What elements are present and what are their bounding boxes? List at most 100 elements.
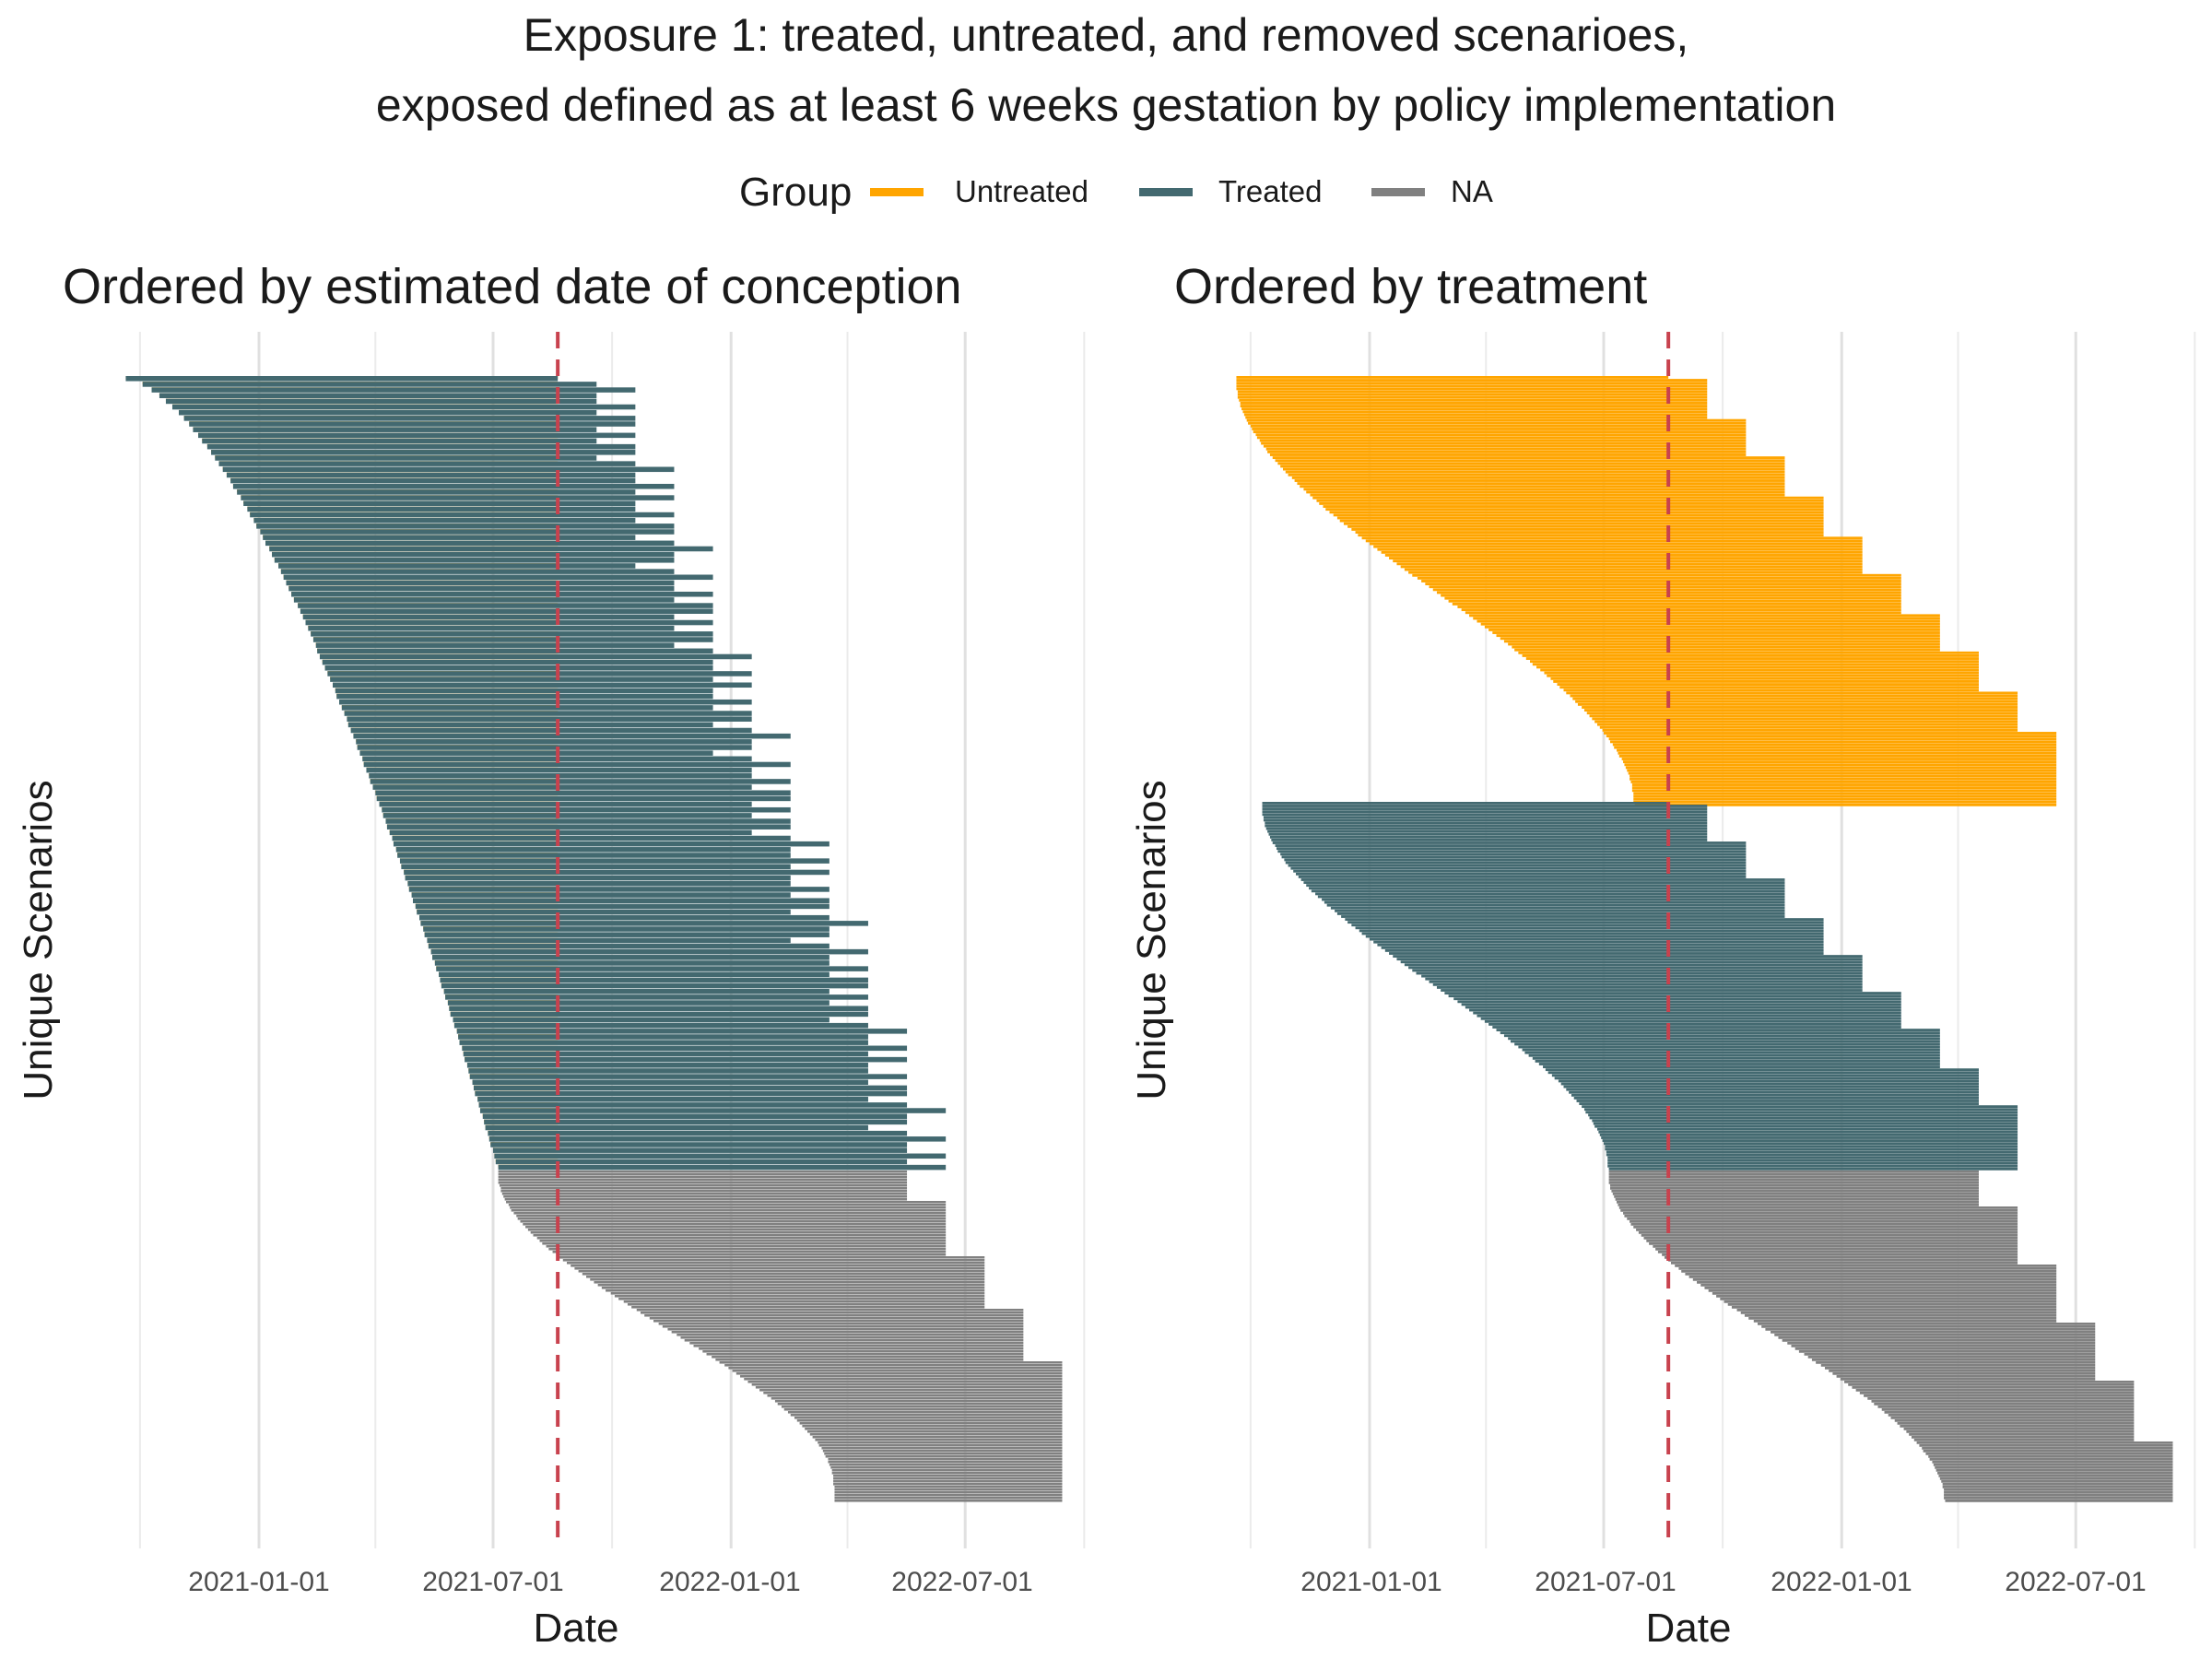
bar-untreated: [1572, 697, 2018, 700]
bar-na: [755, 1386, 1063, 1389]
bar-na: [1627, 1218, 2018, 1220]
bar-treated: [1573, 1097, 1979, 1100]
bar-untreated: [1237, 395, 1708, 399]
bar-na: [1929, 1458, 2173, 1461]
bar-treated: [1500, 1031, 1940, 1035]
bar-treated: [441, 982, 868, 989]
bar-treated: [327, 671, 752, 677]
bar-treated: [265, 540, 675, 547]
bar-treated: [1324, 900, 1785, 904]
bar-na: [498, 1171, 908, 1173]
bar-untreated: [1536, 665, 1979, 669]
bar-na: [1641, 1234, 2018, 1237]
bar-treated: [357, 745, 752, 750]
bar-treated: [484, 1119, 908, 1125]
bar-na: [1864, 1394, 2135, 1397]
bar-na: [1871, 1400, 2135, 1403]
bar-treated: [1265, 824, 1708, 828]
bar-treated: [256, 524, 675, 529]
bar-untreated: [1373, 545, 1863, 548]
legend-label-na: NA: [1451, 174, 1493, 208]
bar-treated: [1563, 1085, 1979, 1088]
bar-treated: [350, 727, 752, 734]
bar-untreated: [1239, 398, 1708, 402]
bar-untreated: [1242, 410, 1708, 414]
bar-na: [1894, 1419, 2135, 1422]
bar-treated: [1317, 895, 1785, 899]
bar-treated: [211, 450, 636, 455]
bar-na: [831, 1469, 1063, 1472]
bar-treated: [458, 1034, 868, 1040]
bar-na: [825, 1455, 1063, 1458]
bar-untreated: [1503, 640, 1940, 643]
bar-na: [1678, 1267, 2057, 1270]
bar-treated: [250, 512, 675, 518]
bar-untreated: [1306, 490, 1785, 494]
bar-untreated: [1272, 456, 1785, 460]
bar-na: [1638, 1231, 2018, 1234]
bar-na: [498, 1179, 908, 1182]
bar-na: [1794, 1347, 2096, 1350]
bar-na: [1633, 1226, 2018, 1229]
bar-untreated: [1592, 717, 2018, 721]
bar-treated: [382, 813, 752, 818]
bar-na: [1623, 1212, 2018, 1215]
bar-na: [724, 1364, 1063, 1367]
bar-treated: [241, 495, 675, 500]
bar-treated: [447, 1000, 830, 1006]
bar-na: [777, 1403, 1063, 1406]
bar-na: [649, 1317, 1024, 1320]
bar-untreated: [1540, 668, 1979, 672]
bar-untreated: [1417, 576, 1901, 580]
bar-na: [802, 1425, 1063, 1428]
bar-untreated: [1312, 496, 1824, 500]
bar-treated: [1503, 1034, 1940, 1038]
bar-na: [821, 1447, 1063, 1450]
bar-treated: [1265, 821, 1708, 825]
bar-na: [523, 1223, 947, 1226]
bar-untreated: [1628, 771, 2057, 775]
bar-treated: [1293, 869, 1747, 873]
left-panel-title: Ordered by estimated date of conception: [63, 259, 962, 314]
bar-na: [500, 1184, 908, 1187]
bar-untreated: [1469, 614, 1940, 618]
bar-na: [1643, 1237, 2018, 1240]
bar-na: [1748, 1317, 2057, 1320]
bar-na: [751, 1383, 1063, 1386]
bar-treated: [222, 466, 675, 473]
bar-treated: [1607, 1164, 2018, 1168]
bar-na: [815, 1439, 1063, 1441]
bar-treated: [1326, 903, 1785, 907]
bar-untreated: [1606, 735, 2057, 738]
bar-untreated: [1365, 539, 1863, 543]
legend-title: Group: [739, 170, 853, 215]
bar-na: [1942, 1483, 2173, 1486]
bar-treated: [1605, 1145, 2018, 1148]
bar-untreated: [1522, 653, 1979, 657]
bar-na: [1791, 1345, 2096, 1347]
bar-treated: [206, 443, 636, 450]
bar-untreated: [1297, 482, 1785, 486]
bar-untreated: [1575, 700, 2018, 703]
bar-treated: [1381, 946, 1824, 949]
bar-na: [1744, 1314, 2057, 1317]
bar-na: [530, 1231, 947, 1234]
bar-na: [1928, 1455, 2173, 1458]
bar-treated: [1359, 929, 1824, 933]
bar-untreated: [1563, 688, 1979, 692]
bar-treated: [401, 864, 791, 870]
bar-treated: [344, 711, 752, 716]
bar-untreated: [1243, 413, 1708, 417]
bar-untreated: [1384, 554, 1863, 557]
bar-na: [1720, 1298, 2057, 1300]
bar-na: [833, 1477, 1063, 1480]
bar-untreated: [1288, 473, 1785, 477]
bar-treated: [269, 546, 713, 552]
bar-treated: [436, 966, 868, 971]
bar-na: [1727, 1303, 2057, 1306]
bar-treated: [408, 887, 830, 892]
bar-treated: [485, 1124, 868, 1131]
bar-na: [747, 1381, 1063, 1383]
bar-treated: [1606, 1150, 2018, 1154]
bar-untreated: [1261, 441, 1747, 445]
